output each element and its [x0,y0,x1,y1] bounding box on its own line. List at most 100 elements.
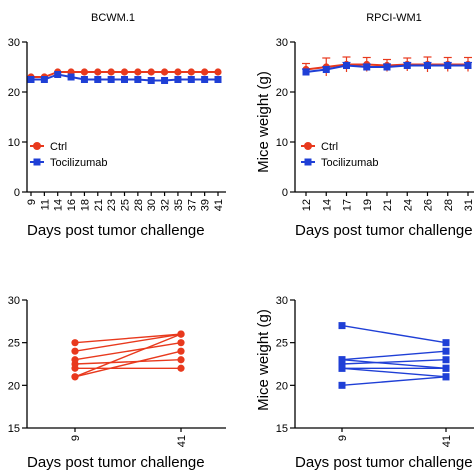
paired-point-end [177,364,185,372]
x-tick-label: 31 [463,199,474,211]
paired-line [74,341,182,361]
paired-line [341,324,447,344]
data-point-tocilizumab [107,76,115,83]
data-point-tocilizumab [161,77,169,84]
y-tick-label: 25 [8,338,20,350]
y-tick-label: 30 [8,37,20,49]
x-tick-label: 12 [301,199,313,211]
x-tick-label: 19 [362,199,374,211]
data-point-ctrl [134,68,142,76]
data-point-ctrl [94,68,102,76]
x-tick-label: 21 [93,199,105,211]
y-tick-label: 0 [282,187,288,199]
legend-ctrl-marker [304,142,312,150]
data-point-tocilizumab [464,62,472,69]
paired-point-start [338,356,346,364]
x-tick-label: 11 [39,199,51,210]
paired-point-start [71,373,79,381]
panel-title: BCWM.1 [91,12,135,24]
paired-line [341,367,447,378]
y-tick-label: 0 [14,187,20,199]
paired-line [341,350,447,361]
data-point-ctrl [214,68,222,76]
x-tick-label: 21 [382,199,394,211]
x-axis-title: Days post tumor challenge [295,454,473,471]
paired-line [74,333,182,352]
x-tick-label: 41 [176,435,188,447]
y-tick-label: 20 [276,87,288,99]
data-point-tocilizumab [444,62,452,69]
paired-point-end [442,347,450,355]
y-axis-title: Mice weight (g) [255,309,272,411]
y-tick-label: 10 [276,137,288,149]
paired-point-start [71,339,79,347]
data-point-tocilizumab [27,76,35,83]
paired-point-end [177,347,185,355]
paired-line [74,359,182,365]
panel-paired-right: 15 20 25 30 9 41 Mice weight (g) Days post tu… [255,295,474,471]
paired-line [341,359,447,369]
legend-toci-marker [304,158,312,166]
data-point-tocilizumab [54,71,62,78]
data-point-ctrl [120,68,129,76]
legend-ctrl-label: Ctrl [321,141,338,153]
legend-toci-label: Tocilizumab [321,157,378,169]
paired-point-start [338,381,346,389]
x-tick-label: 35 [173,199,185,211]
x-tick-label: 28 [443,199,455,211]
data-point-tocilizumab [134,76,142,83]
y-tick-label: 30 [8,295,20,307]
x-tick-label: 41 [213,199,225,211]
y-tick-label: 15 [8,423,20,435]
x-tick-label: 9 [26,199,38,205]
paired-point-end [442,356,450,364]
x-tick-label: 14 [321,199,333,211]
x-tick-label: 14 [53,199,65,211]
paired-point-end [442,339,450,347]
paired-point-start [338,322,346,330]
x-tick-label: 9 [70,435,82,441]
data-point-ctrl [80,68,89,76]
data-point-tocilizumab [80,76,88,83]
x-axis-title: Days post tumor challenge [295,222,473,239]
legend-toci-marker [33,158,41,166]
paired-point-start [338,360,346,368]
y-axis-title: Mice weight (g) [255,71,272,173]
y-tick-label: 20 [276,380,288,392]
y-tick-label: 25 [276,338,288,350]
y-tick-label: 15 [276,423,288,435]
data-point-tocilizumab [424,62,431,69]
x-tick-label: 32 [160,199,172,211]
legend-ctrl-label: Ctrl [50,141,67,153]
paired-line [74,350,182,378]
legend: Ctrl Tocilizumab [30,141,107,169]
data-point-tocilizumab [383,63,391,71]
y-tick-label: 20 [8,87,20,99]
data-point-ctrl [147,68,155,76]
legend-ctrl-marker [33,142,41,150]
x-tick-label: 25 [120,199,132,211]
data-point-tocilizumab [302,68,310,76]
data-point-ctrl [107,68,115,76]
data-point-tocilizumab [40,76,48,83]
x-tick-label: 18 [79,199,91,211]
paired-point-end [442,373,450,381]
legend-toci-label: Tocilizumab [50,157,107,169]
data-point-tocilizumab [214,76,222,83]
paired-point-start [71,356,79,364]
paired-point-end [177,356,185,364]
y-tick-label: 30 [276,37,288,49]
paired-line [74,333,182,344]
panel-title: RPCI-WM1 [366,12,422,24]
data-point-tocilizumab [121,76,128,83]
panel-paired-left: 15 20 25 30 9 41 Days post tumor challenge [8,295,226,471]
x-tick-label: 16 [66,199,78,211]
y-tick-label: 20 [8,380,20,392]
x-axis-title: Days post tumor challenge [27,222,205,239]
x-tick-label: 23 [106,199,118,211]
paired-point-end [177,339,185,347]
data-point-ctrl [187,68,195,76]
x-axis-title: Days post tumor challenge [27,454,205,471]
x-tick-label: 17 [342,199,354,211]
